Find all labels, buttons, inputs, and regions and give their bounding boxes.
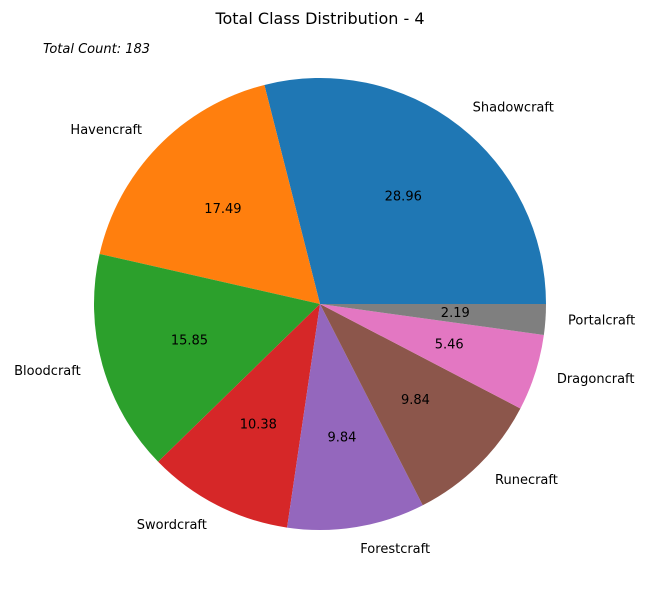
slice-label-forestcraft: Forestcraft	[360, 542, 430, 557]
slice-label-havencraft: Havencraft	[70, 123, 142, 138]
total-count-annotation: Total Count: 183	[43, 42, 150, 57]
percent-label-dragoncraft: 5.46	[435, 338, 464, 353]
chart-title: Total Class Distribution - 4	[214, 9, 424, 28]
pie-slice-runecraft	[320, 304, 521, 506]
slice-label-swordcraft: Swordcraft	[137, 518, 207, 533]
pie-slice-shadowcraft	[264, 78, 546, 305]
pie-slice-havencraft	[99, 84, 321, 304]
percent-label-runecraft: 9.84	[401, 393, 430, 408]
slice-label-shadowcraft: Shadowcraft	[473, 100, 554, 115]
percent-label-shadowcraft: 28.96	[385, 189, 422, 204]
pie-slice-portalcraft	[320, 304, 546, 335]
percent-label-swordcraft: 10.38	[240, 417, 277, 432]
pie-slice-bloodcraft	[93, 253, 320, 462]
slice-label-portalcraft: Portalcraft	[568, 314, 635, 329]
percent-label-portalcraft: 2.19	[441, 306, 470, 321]
percent-label-forestcraft: 9.84	[328, 430, 357, 445]
pie-slice-forestcraft	[287, 304, 423, 530]
pie-slice-dragoncraft	[320, 304, 544, 409]
pie-slice-swordcraft	[158, 304, 320, 528]
slice-label-dragoncraft: Dragoncraft	[557, 372, 635, 387]
percent-label-havencraft: 17.49	[204, 202, 241, 217]
percent-label-bloodcraft: 15.85	[171, 333, 208, 348]
pie-slices	[93, 78, 546, 530]
slice-label-runecraft: Runecraft	[495, 473, 558, 488]
slice-label-bloodcraft: Bloodcraft	[14, 364, 81, 379]
pie-labels: Shadowcraft 28.96 Havencraft 17.49 Bloodcraf…	[14, 100, 635, 557]
